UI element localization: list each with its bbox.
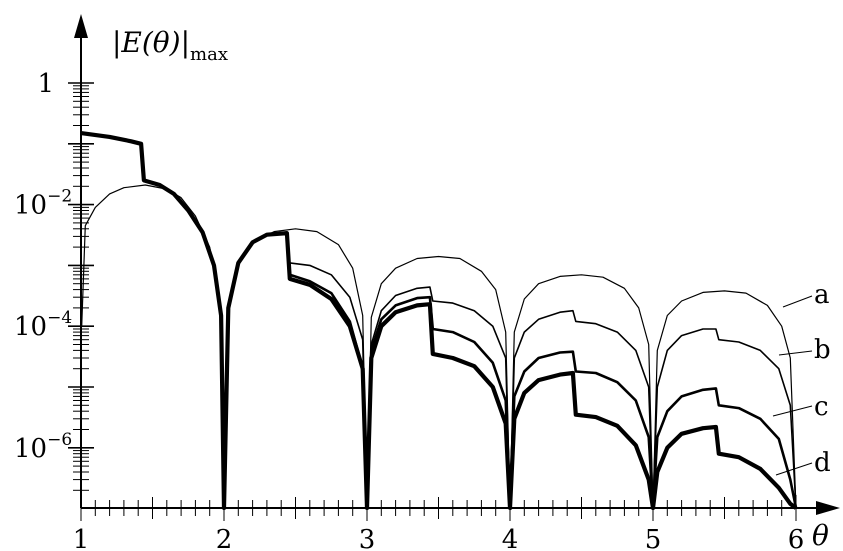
- x-tick-label: 4: [502, 525, 519, 551]
- x-tick-label: 5: [645, 525, 662, 551]
- y-tick-label: 1: [37, 69, 54, 99]
- y-tick-label-exponent: −2: [47, 187, 72, 207]
- curve-label-leader: [772, 405, 813, 417]
- curve-c: [80, 131, 798, 510]
- curve-label-a: a: [814, 280, 830, 310]
- curve-label-c: c: [814, 392, 829, 422]
- x-axis-arrow-icon: [816, 501, 840, 515]
- y-axis-title-main: |E(θ)|: [112, 26, 190, 59]
- curve-label-leader: [778, 350, 813, 356]
- y-tick-label-base: 10: [14, 312, 47, 342]
- y-axis-title: |E(θ)|max: [112, 26, 228, 65]
- y-tick-label-base: 10: [14, 191, 47, 221]
- y-tick-label-exponent: −6: [47, 430, 72, 450]
- curve-d: [80, 131, 798, 511]
- x-axis-title: θ: [812, 519, 829, 551]
- chart-axes: [74, 14, 840, 515]
- curve-label-leader: [782, 295, 813, 308]
- x-tick-label: 3: [359, 525, 376, 551]
- y-tick-label: 10−2: [14, 187, 72, 221]
- curve-label-leader: [775, 462, 813, 476]
- curve-label-d: d: [814, 448, 831, 478]
- x-tick-label: 1: [73, 525, 90, 551]
- curve-label-b: b: [814, 335, 831, 365]
- x-tick-label: 2: [216, 525, 233, 551]
- y-tick-label-exponent: −4: [47, 308, 72, 328]
- chart-curves: [80, 131, 798, 511]
- y-tick-label: 10−6: [14, 430, 72, 464]
- y-axis-title-subscript: max: [190, 44, 228, 65]
- x-tick-label: 6: [788, 525, 805, 551]
- y-tick-label-base: 10: [14, 434, 47, 464]
- axis-ticks: [68, 82, 797, 521]
- y-axis-arrow-icon: [74, 14, 88, 38]
- y-tick-label: 10−4: [14, 308, 72, 342]
- curve-b: [80, 132, 797, 509]
- curve-a: [81, 184, 797, 509]
